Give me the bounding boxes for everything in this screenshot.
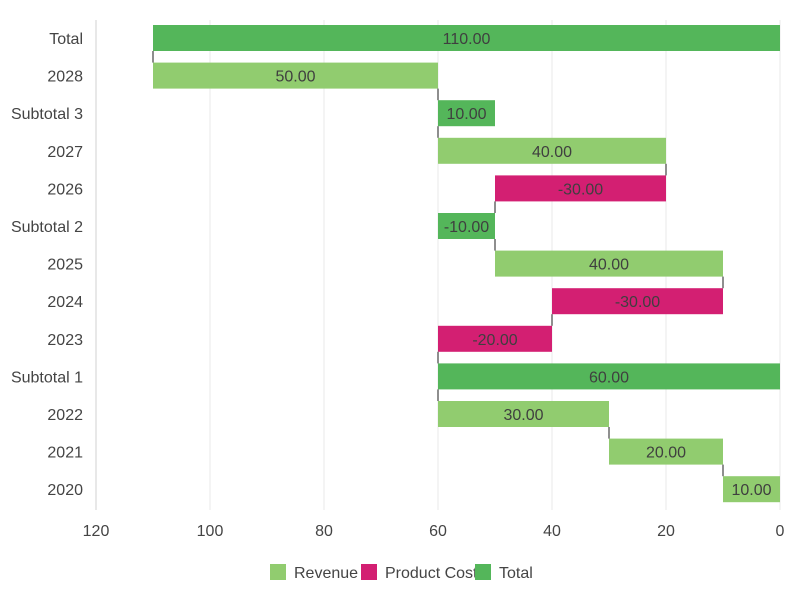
category-label: 2024 bbox=[47, 294, 83, 311]
data-label: 50.00 bbox=[275, 69, 315, 86]
category-label: 2027 bbox=[47, 144, 83, 161]
category-label: Subtotal 2 bbox=[11, 219, 83, 236]
legend-label[interactable]: Revenue bbox=[294, 565, 358, 582]
waterfall-bar bbox=[438, 325, 552, 352]
data-label: 110.00 bbox=[443, 31, 491, 48]
legend-swatch[interactable] bbox=[361, 564, 377, 580]
waterfall-bar bbox=[438, 401, 609, 427]
legend-label[interactable]: Total bbox=[499, 565, 533, 582]
x-tick-label: 0 bbox=[776, 523, 785, 540]
x-tick-label: 20 bbox=[657, 523, 675, 540]
data-label: 40.00 bbox=[532, 144, 572, 161]
category-label: 2023 bbox=[47, 332, 83, 349]
waterfall-bar bbox=[438, 213, 495, 239]
category-label: 2028 bbox=[47, 69, 83, 86]
waterfall-bar bbox=[438, 137, 666, 164]
waterfall-bar bbox=[495, 175, 666, 202]
waterfall-bar bbox=[438, 100, 495, 127]
data-label: 10.00 bbox=[731, 482, 771, 499]
data-label: 30.00 bbox=[503, 407, 543, 424]
data-label: 40.00 bbox=[589, 257, 629, 274]
category-label: 2025 bbox=[47, 257, 83, 274]
waterfall-bar bbox=[552, 288, 723, 315]
waterfall-bar bbox=[723, 476, 780, 503]
waterfall-bar bbox=[495, 250, 723, 277]
category-label: 2026 bbox=[47, 181, 83, 198]
category-labels: Total 2028 Subtotal 3 2027 2026 Subtotal 2 202… bbox=[11, 31, 83, 499]
x-tick-label: 60 bbox=[429, 523, 447, 540]
connector-lines bbox=[152, 51, 724, 477]
x-tick-label: 100 bbox=[197, 523, 224, 540]
bars: 110.00 50.00 10.00 40.00 -30.00 -10.00 40.00 -3… bbox=[153, 25, 780, 503]
legend-swatch[interactable] bbox=[270, 564, 286, 580]
legend-swatch[interactable] bbox=[475, 564, 491, 580]
data-label: 20.00 bbox=[646, 445, 686, 462]
category-label: 2020 bbox=[47, 482, 83, 499]
x-axis-tick-labels: 120 100 80 60 40 20 0 bbox=[83, 523, 785, 540]
category-label: Subtotal 3 bbox=[11, 106, 83, 123]
data-label: 60.00 bbox=[589, 369, 629, 386]
data-label: 10.00 bbox=[446, 106, 486, 123]
data-label: -30.00 bbox=[558, 181, 603, 198]
legend-label[interactable]: Product Cost bbox=[385, 565, 478, 582]
waterfall-bar bbox=[153, 62, 438, 89]
waterfall-bar bbox=[609, 438, 723, 465]
category-label: Subtotal 1 bbox=[11, 369, 83, 386]
data-label: -30.00 bbox=[615, 294, 660, 311]
category-label: Total bbox=[49, 31, 83, 48]
waterfall-bar bbox=[438, 363, 780, 390]
x-tick-label: 120 bbox=[83, 523, 110, 540]
legend: Revenue Product Cost Total bbox=[270, 564, 533, 582]
category-label: 2022 bbox=[47, 407, 83, 424]
data-label: -20.00 bbox=[472, 332, 517, 349]
x-tick-label: 80 bbox=[315, 523, 333, 540]
waterfall-bar bbox=[153, 25, 780, 51]
data-label: -10.00 bbox=[444, 219, 489, 236]
category-label: 2021 bbox=[47, 445, 83, 462]
x-tick-label: 40 bbox=[543, 523, 561, 540]
